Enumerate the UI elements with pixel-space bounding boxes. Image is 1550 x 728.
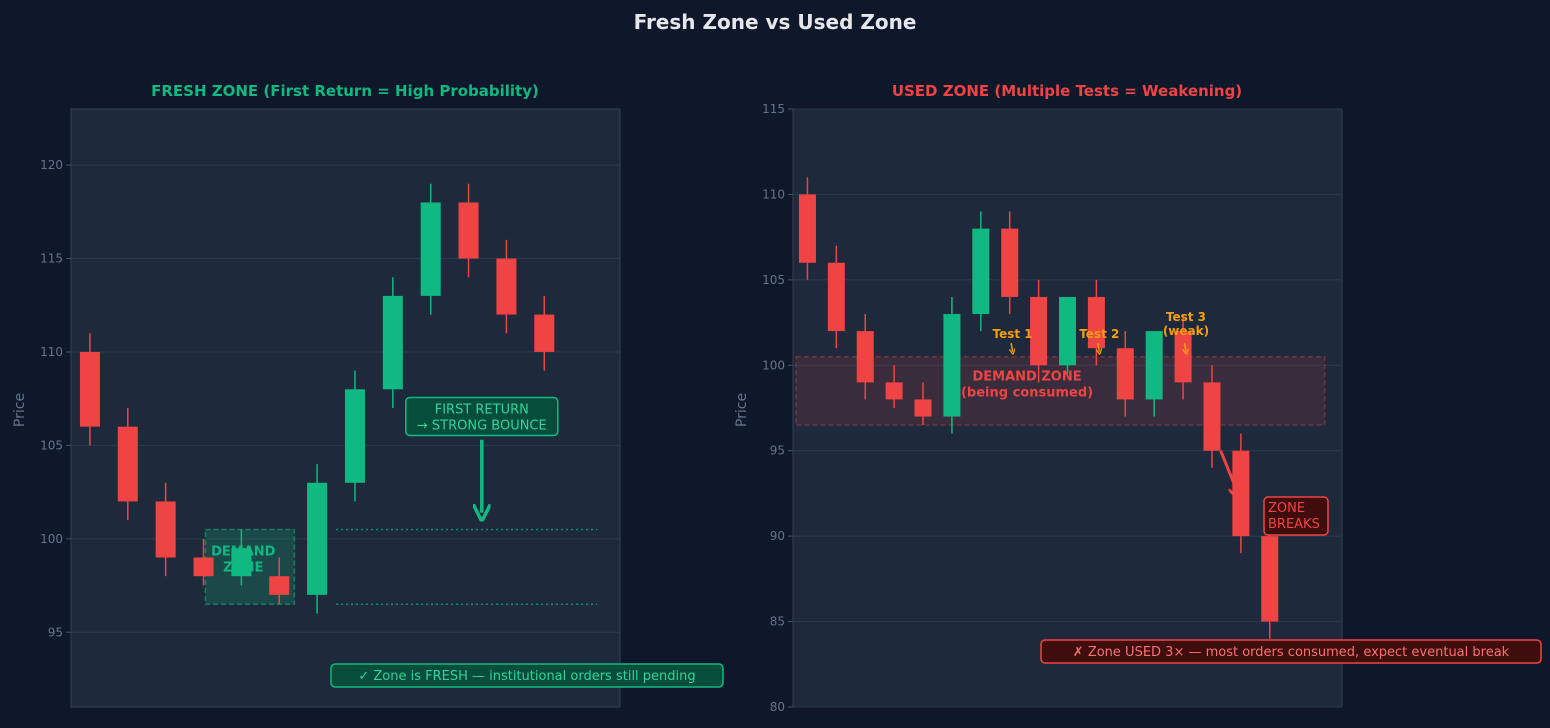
right-tick-label: 115 <box>762 102 785 116</box>
left-tick-label: 95 <box>48 625 63 639</box>
right-tick-label: 85 <box>770 615 785 629</box>
right-tick-label: 100 <box>762 358 785 372</box>
fresh-callout-text: ✓ Zone is FRESH — institutional orders s… <box>358 669 695 684</box>
left-tick-label: 120 <box>40 158 63 172</box>
candle-body <box>1001 228 1019 297</box>
candle-body <box>1203 382 1221 451</box>
candle-body <box>1232 450 1250 537</box>
candle-body <box>1116 348 1134 400</box>
demand-zone-box <box>795 355 1326 426</box>
right-demand-zone <box>795 355 1326 426</box>
zone-breaks-label: ZONE BREAKS <box>1268 501 1320 532</box>
zone-breaks-box <box>1263 496 1329 536</box>
right-plot-area <box>792 108 1343 708</box>
test-arrow-3 <box>1185 342 1186 352</box>
candle-body <box>344 389 365 483</box>
left-tick-label: 115 <box>40 252 63 266</box>
test-arrow-1 <box>1011 342 1012 352</box>
left-candles <box>79 183 555 614</box>
test-arrow-2 <box>1098 342 1099 352</box>
right-y-ticks: 80 85 90 95 100 105 110 115 <box>762 102 793 714</box>
fresh-zone-chart: FRESH ZONE (First Return = High Probabil… <box>12 82 724 708</box>
candle-body <box>496 258 517 315</box>
first-return-label: FIRST RETURN → STRONG BOUNCE <box>417 402 547 433</box>
figure-title: Fresh Zone vs Used Zone <box>634 10 917 34</box>
right-tick-label: 110 <box>762 187 785 201</box>
test-label-3: Test 3 (weak) <box>1163 310 1209 338</box>
candle-body <box>420 202 441 296</box>
candle-body <box>1059 296 1076 366</box>
left-tick-label: 100 <box>40 532 63 546</box>
right-tick-label: 80 <box>770 700 785 714</box>
demand-zone-label: DEMAND ZONE (being consumed) <box>961 370 1093 401</box>
candle-body <box>972 228 990 315</box>
candle-body <box>1174 331 1192 383</box>
left-y-axis-label: Price <box>12 393 28 427</box>
candle-body <box>307 482 328 595</box>
candle-body <box>827 262 845 332</box>
candle-body <box>1145 331 1163 400</box>
test-label-1: Test 1 <box>993 327 1033 341</box>
right-candles <box>798 177 1279 639</box>
used-callout-text: ✗ Zone USED 3× — most orders consumed, e… <box>1073 645 1510 660</box>
right-chart-title: USED ZONE (Multiple Tests = Weakening) <box>892 82 1242 100</box>
demand-zone-label: DEMAND ZONE <box>211 545 276 576</box>
break-arrow <box>1219 450 1238 494</box>
candle-body <box>269 576 290 595</box>
candle-body <box>885 382 903 400</box>
candle-body <box>231 548 252 577</box>
candle-body <box>534 314 555 352</box>
left-tick-label: 105 <box>40 438 63 452</box>
candle-body <box>914 399 932 417</box>
candle-body <box>856 331 874 383</box>
right-y-axis-label: Price <box>734 393 750 427</box>
right-tick-label: 90 <box>770 529 785 543</box>
left-tick-label: 110 <box>40 345 63 359</box>
used-callout-box <box>1040 639 1542 664</box>
left-y-ticks: 95 100 105 110 115 120 <box>40 158 71 639</box>
candle-body <box>155 501 176 558</box>
left-annotations: DEMAND ZONE FIRST RETURN → STRONG BOUNCE ✓ Z… <box>211 396 724 688</box>
candle-body <box>943 314 961 417</box>
candle-body <box>79 351 100 427</box>
fresh-callout-box <box>330 663 724 688</box>
right-tick-label: 105 <box>762 273 785 287</box>
candle-body <box>458 202 479 259</box>
candle-body <box>1030 296 1048 366</box>
right-tick-label: 95 <box>770 444 785 458</box>
candle-body <box>193 557 214 577</box>
test-label-2: Test 2 <box>1079 327 1119 341</box>
right-grid <box>793 108 1342 708</box>
candle-body <box>1087 296 1105 349</box>
first-return-box <box>405 396 559 437</box>
candle-body <box>382 295 403 390</box>
used-zone-chart: USED ZONE (Multiple Tests = Weakening) P… <box>734 82 1542 714</box>
candle-body <box>117 426 138 502</box>
candle-body <box>1261 536 1279 622</box>
right-annotations: DEMAND ZONE (being consumed) Test 1 Test 2 T… <box>961 310 1542 664</box>
left-chart-title: FRESH ZONE (First Return = High Probabil… <box>151 82 539 100</box>
candle-body <box>798 194 816 263</box>
